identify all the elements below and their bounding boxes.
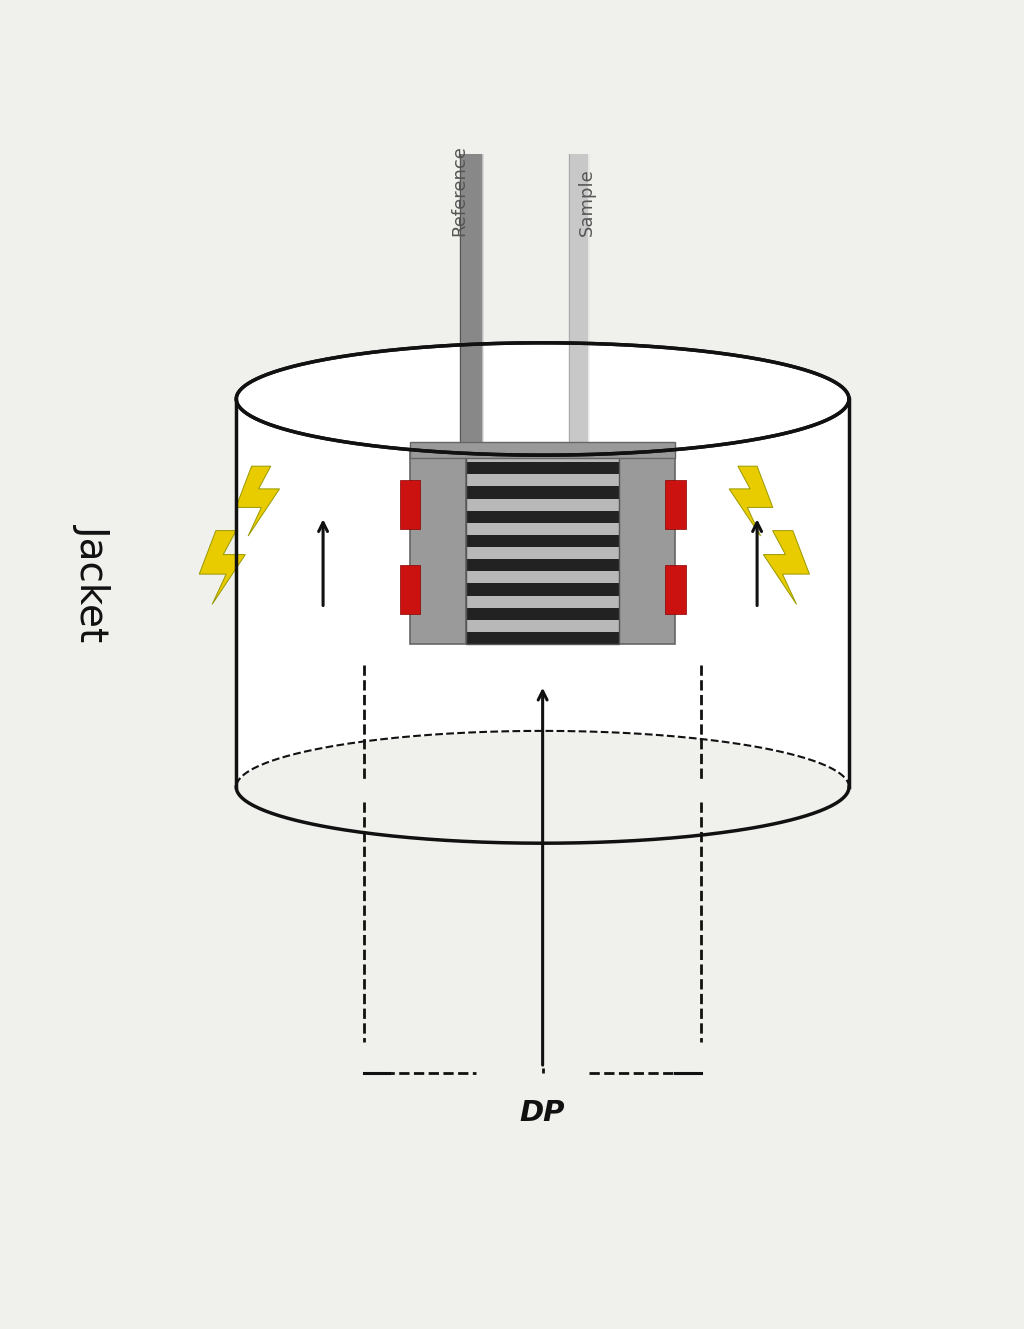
Text: Sample: Sample bbox=[578, 167, 596, 235]
Bar bbox=[399, 565, 420, 614]
Polygon shape bbox=[237, 343, 849, 787]
Bar bbox=[466, 571, 620, 583]
Bar bbox=[399, 480, 420, 529]
Bar bbox=[410, 441, 676, 459]
Bar bbox=[466, 486, 620, 498]
Text: Reference: Reference bbox=[450, 145, 468, 235]
Bar bbox=[466, 498, 620, 510]
Polygon shape bbox=[729, 466, 773, 536]
Bar bbox=[466, 510, 620, 522]
Bar bbox=[466, 536, 620, 548]
Bar bbox=[410, 451, 466, 645]
Bar bbox=[466, 560, 620, 571]
Text: DP: DP bbox=[520, 1099, 565, 1127]
Bar bbox=[466, 548, 620, 560]
Polygon shape bbox=[236, 466, 280, 536]
Bar bbox=[466, 474, 620, 486]
Bar bbox=[466, 462, 620, 474]
Bar bbox=[466, 633, 620, 645]
Bar bbox=[466, 619, 620, 633]
Bar bbox=[466, 451, 620, 462]
Bar bbox=[466, 522, 620, 536]
Polygon shape bbox=[237, 343, 849, 455]
Polygon shape bbox=[763, 530, 809, 605]
Bar bbox=[466, 583, 620, 595]
Polygon shape bbox=[200, 530, 246, 605]
Bar bbox=[466, 595, 620, 607]
Text: Jacket: Jacket bbox=[75, 524, 113, 642]
Bar bbox=[466, 451, 620, 645]
Bar bbox=[620, 451, 676, 645]
Bar bbox=[666, 565, 686, 614]
Bar bbox=[466, 607, 620, 619]
Bar bbox=[666, 480, 686, 529]
